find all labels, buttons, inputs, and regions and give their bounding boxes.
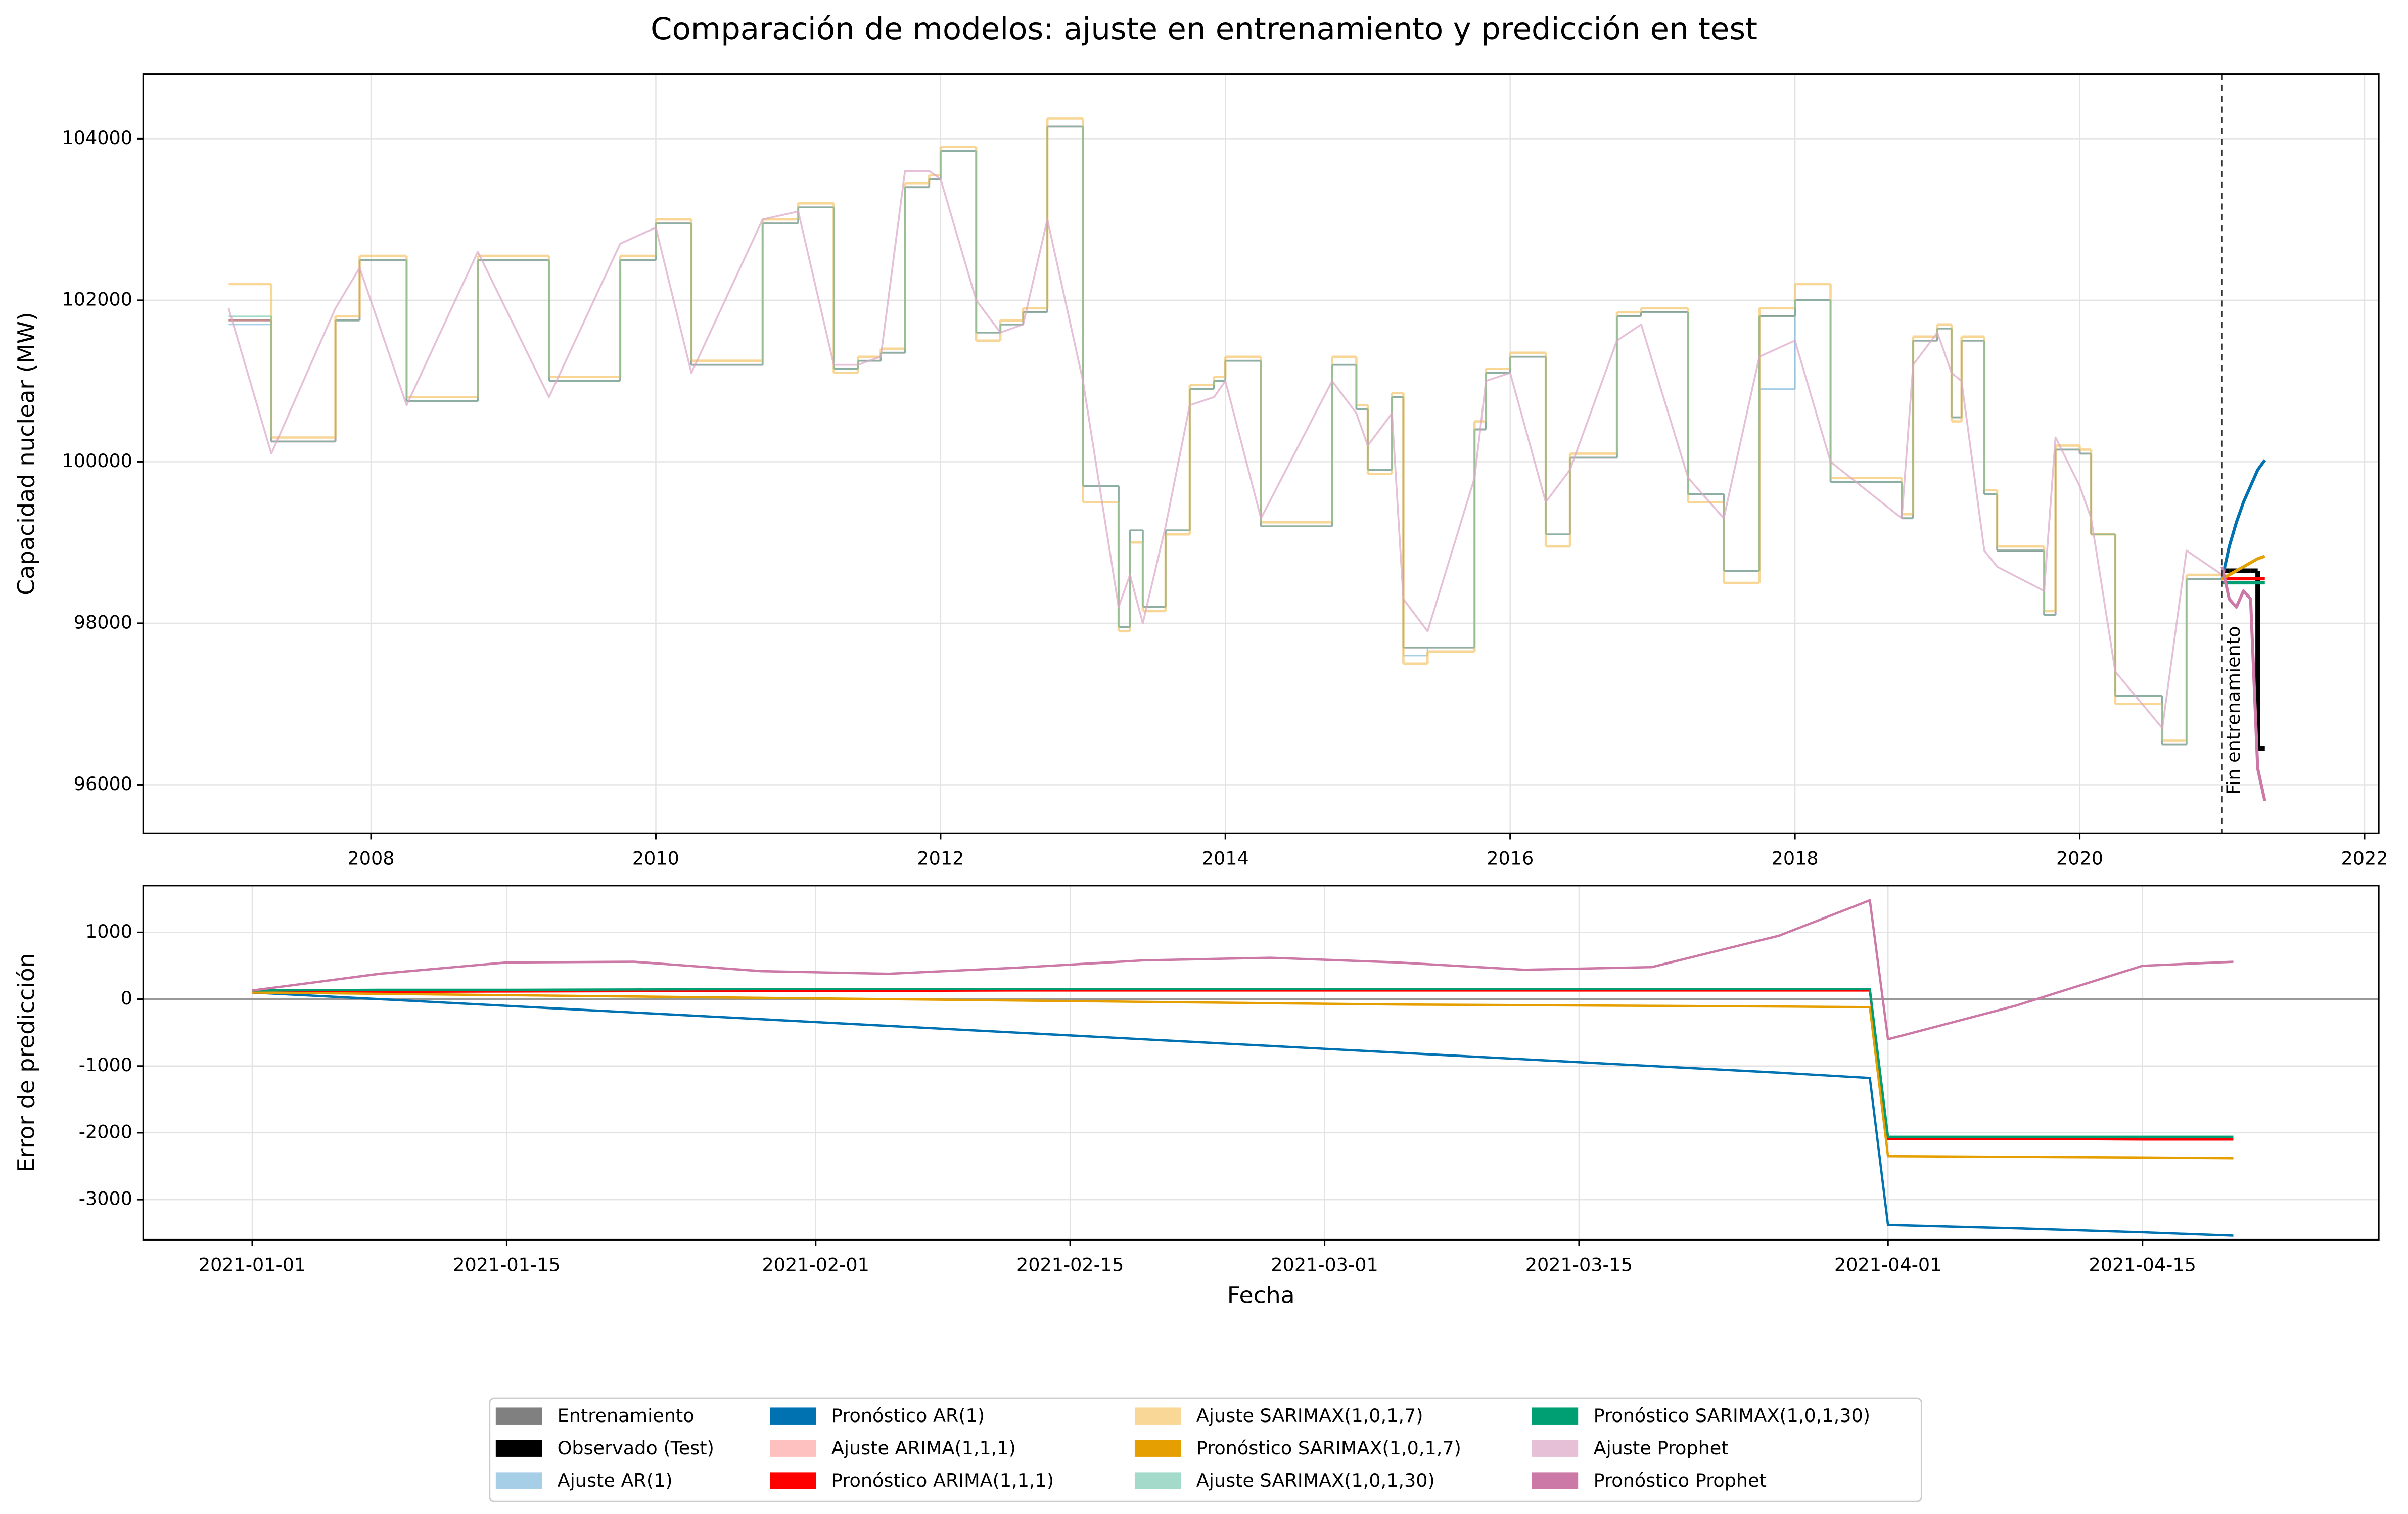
x-tick-label: 2021-04-15 [2089, 1254, 2196, 1276]
legend-swatch [770, 1440, 816, 1457]
legend-label: Ajuste ARIMA(1,1,1) [831, 1437, 1016, 1459]
plot-frame [142, 885, 2380, 1241]
y-tick-label: 100000 [62, 450, 132, 472]
legend-swatch [770, 1407, 816, 1425]
y-tick-label: -2000 [79, 1121, 132, 1142]
x-axis-label: Fecha [1227, 1282, 1295, 1309]
legend-swatch [495, 1472, 542, 1489]
series-line [252, 988, 2234, 1138]
legend-label: Observado (Test) [558, 1437, 714, 1459]
legend-label: Pronóstico SARIMAX(1,0,1,7) [1196, 1437, 1461, 1459]
y-tick-label: -3000 [79, 1188, 132, 1210]
series [252, 991, 2234, 1237]
y-axis-label: Capacidad nuclear (MW) [13, 312, 39, 595]
legend: Entrenamiento Observado (Test) Ajuste AR(1… [489, 1397, 1922, 1502]
series [252, 899, 2234, 1041]
y-tick-label: 1000 [85, 921, 132, 942]
legend-label: Ajuste SARIMAX(1,0,1,30) [1196, 1470, 1435, 1491]
x-tick-label: 2010 [632, 848, 679, 869]
series [227, 170, 2223, 729]
series [2221, 555, 2265, 580]
y-axis-label: Error de predicción [13, 953, 39, 1172]
series-line [252, 991, 2234, 1237]
series [2220, 566, 2266, 802]
legend-swatch [495, 1440, 542, 1457]
series-line [252, 989, 2234, 1141]
x-tick-label: 2014 [1202, 848, 1249, 869]
x-tick-label: 2021-03-01 [1271, 1254, 1378, 1276]
x-tick-label: 2021-02-15 [1016, 1254, 1124, 1276]
x-tick-label: 2020 [2056, 848, 2103, 869]
x-tick-label: 2018 [1772, 848, 1819, 869]
x-tick-label: 2022 [2341, 848, 2388, 869]
x-tick-label: 2008 [348, 848, 395, 869]
legend-swatch [495, 1407, 542, 1425]
x-tick-label: 2021-01-01 [199, 1254, 306, 1276]
series-line [252, 991, 2234, 1160]
legend-label: Ajuste Prophet [1594, 1437, 1729, 1459]
y-tick-label: 0 [121, 987, 132, 1009]
legend-swatch [1532, 1472, 1579, 1489]
legend-label: Pronóstico Prophet [1594, 1470, 1767, 1491]
y-tick-label: -1000 [79, 1054, 132, 1076]
series-line [2220, 566, 2266, 802]
series-line [252, 899, 2234, 1041]
series-line [227, 170, 2223, 729]
x-tick-label: 2021-04-01 [1834, 1254, 1941, 1276]
series [2222, 568, 2265, 751]
series-line [2220, 459, 2266, 579]
legend-label: Ajuste SARIMAX(1,0,1,7) [1196, 1405, 1423, 1427]
legend-swatch [1134, 1472, 1181, 1489]
legend-label: Ajuste AR(1) [558, 1470, 673, 1491]
legend-swatch [1532, 1440, 1579, 1457]
chart-title: Comparación de modelos: ajuste en entren… [651, 11, 1757, 47]
legend-label: Pronóstico SARIMAX(1,0,1,30) [1594, 1405, 1870, 1427]
legend-swatch [1134, 1407, 1181, 1425]
series [252, 989, 2234, 1141]
legend-swatch [1134, 1440, 1181, 1457]
legend-swatch [1532, 1407, 1579, 1425]
series [252, 988, 2234, 1138]
x-tick-label: 2021-02-01 [762, 1254, 869, 1276]
legend-label: Pronóstico ARIMA(1,1,1) [831, 1470, 1054, 1491]
annotation-text: Fin entrenamiento [2222, 626, 2244, 795]
plot-frame [142, 73, 2380, 834]
series-line [2221, 555, 2265, 580]
series [2220, 459, 2266, 579]
y-tick-label: 102000 [62, 288, 132, 310]
legend-swatch [770, 1472, 816, 1489]
x-tick-label: 2021-01-15 [453, 1254, 560, 1276]
x-tick-label: 2021-03-15 [1525, 1254, 1633, 1276]
y-tick-label: 98000 [74, 611, 132, 633]
series [252, 991, 2234, 1160]
legend-label: Pronóstico AR(1) [831, 1405, 985, 1427]
y-tick-label: 96000 [74, 773, 132, 795]
x-tick-label: 2012 [917, 848, 964, 869]
x-tick-label: 2016 [1487, 848, 1534, 869]
y-tick-label: 104000 [62, 127, 132, 149]
legend-label: Entrenamiento [558, 1405, 694, 1427]
